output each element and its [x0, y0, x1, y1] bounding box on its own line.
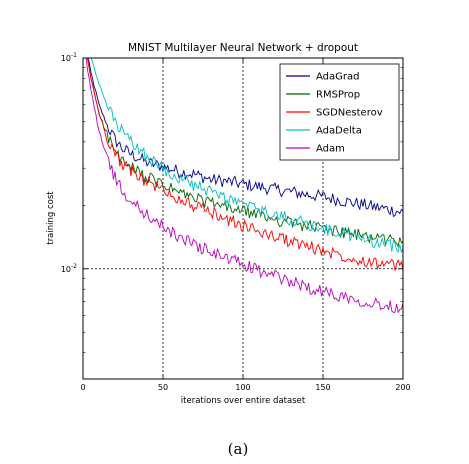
legend-entry: AdaGrad: [316, 72, 359, 83]
y-tick-label: 10-1: [61, 52, 77, 63]
series-line-sgdnesterov: [87, 58, 403, 271]
y-tick-label: 10-2: [61, 263, 77, 274]
series-line-rmsprop: [86, 58, 403, 248]
legend: AdaGrad RMSProp SGDNesterov AdaDelta Adam: [279, 63, 400, 161]
figure-caption: (a): [228, 440, 249, 458]
x-tick-label: 50: [158, 383, 168, 392]
x-tick-label: 0: [80, 383, 85, 392]
series-line-adadelta: [90, 58, 403, 254]
legend-entry: Adam: [316, 144, 345, 155]
x-tick-label: 150: [315, 383, 330, 392]
ticks: 0 50 100 150 200 10-1 10-2: [61, 52, 411, 392]
series-line-adagrad: [87, 58, 403, 218]
legend-entry: SGDNesterov: [316, 108, 383, 119]
x-tick-label: 200: [395, 383, 410, 392]
x-tick-label: 100: [235, 383, 250, 392]
legend-entry: AdaDelta: [316, 126, 362, 137]
series-line-adam: [85, 58, 403, 314]
legend-entry: RMSProp: [316, 90, 360, 101]
y-axis-label: training cost: [46, 191, 56, 245]
chart-title: MNIST Multilayer Neural Network + dropou…: [128, 42, 358, 54]
series-lines: [85, 58, 403, 314]
x-axis-label: iterations over entire dataset: [181, 396, 306, 406]
